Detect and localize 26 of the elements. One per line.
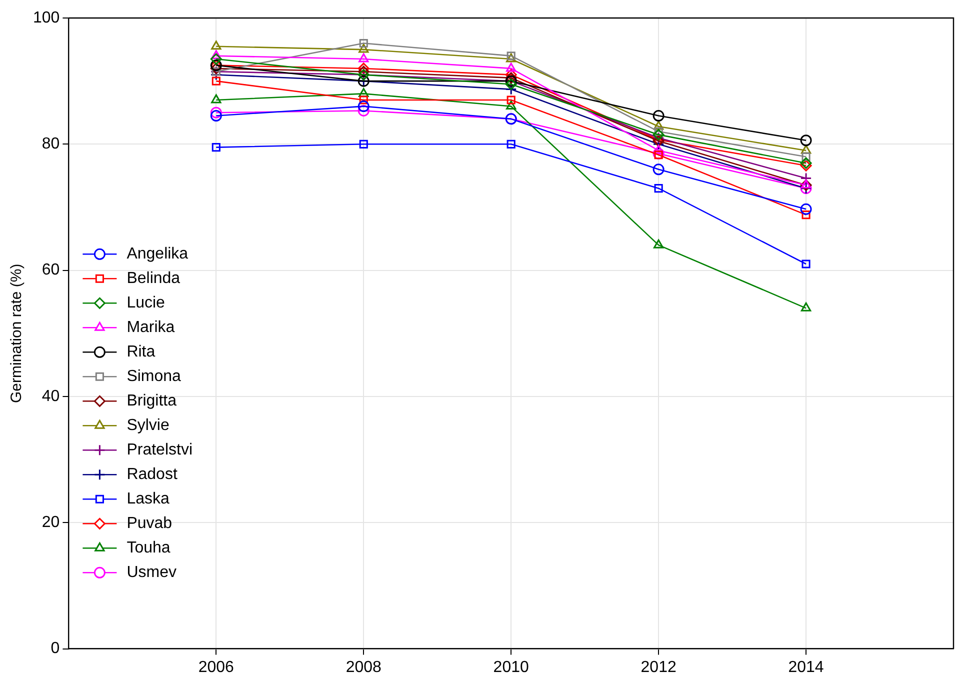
legend-label: Pratelstvi xyxy=(126,442,192,459)
y-tick-label: 20 xyxy=(42,514,60,532)
legend-label: Simona xyxy=(126,368,182,386)
legend-label: Puvab xyxy=(126,515,172,532)
x-tick-label: 2014 xyxy=(788,658,824,676)
legend-label: Touha xyxy=(126,540,170,557)
legend-label: Usmev xyxy=(126,564,176,582)
x-tick-label: 2006 xyxy=(198,658,234,676)
y-tick-label: 100 xyxy=(32,9,60,26)
y-axis-title: Germination rate (%) xyxy=(8,264,26,404)
y-tick-label: 0 xyxy=(50,640,60,658)
x-tick-label: 2012 xyxy=(640,658,676,676)
legend-label: Laska xyxy=(126,490,170,508)
legend-label: Lucie xyxy=(126,294,166,312)
legend-label: Angelika xyxy=(126,246,188,263)
legend-label: Radost xyxy=(126,466,178,484)
legend-label: Belinda xyxy=(126,270,180,288)
legend-label: Marika xyxy=(126,319,175,336)
x-tick-label: 2010 xyxy=(493,658,529,676)
y-tick-label: 80 xyxy=(42,136,60,153)
y-tick-label: 60 xyxy=(42,262,60,279)
legend-label: Sylvie xyxy=(126,417,170,434)
legend-label: Brigitta xyxy=(126,392,177,410)
y-tick-label: 40 xyxy=(42,388,60,405)
x-tick-label: 2008 xyxy=(346,658,382,676)
legend-label: Rita xyxy=(126,344,156,361)
